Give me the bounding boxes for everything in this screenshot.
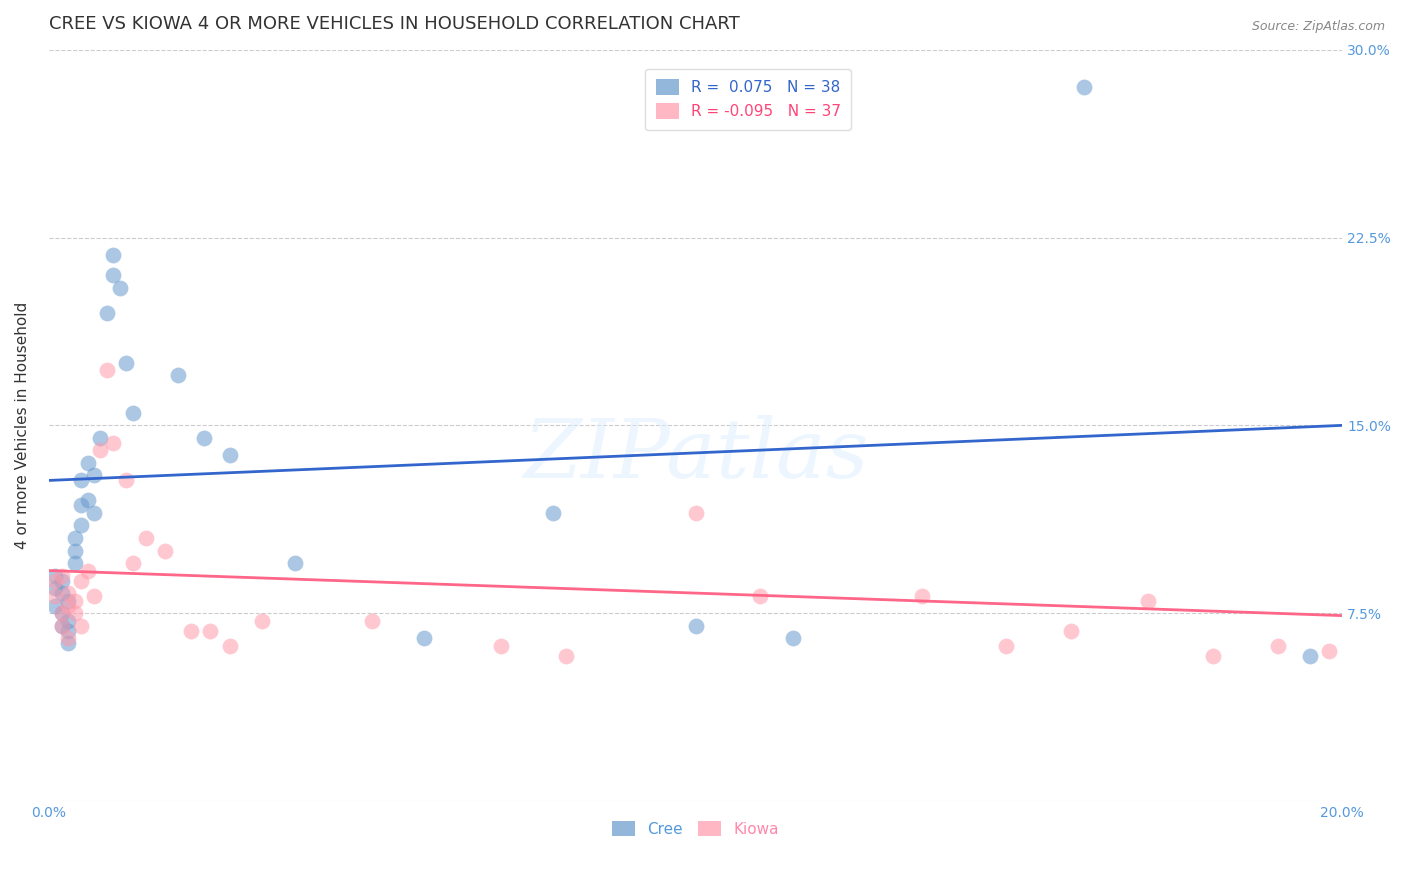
Point [70, 618, 93, 632]
Point [63, 556, 86, 570]
Y-axis label: 4 or more Vehicles in Household: 4 or more Vehicles in Household [15, 301, 30, 549]
Point [115, 356, 138, 370]
Point [76, 456, 98, 470]
Point [51, 586, 73, 600]
Point [44, 574, 66, 588]
Point [153, 543, 176, 558]
Point [167, 368, 190, 383]
Text: ZIPatlas: ZIPatlas [523, 416, 869, 495]
Point [76, 564, 98, 578]
Point [44, 568, 66, 582]
Point [200, 624, 222, 638]
Point [749, 589, 772, 603]
Point [70, 474, 93, 488]
Point [555, 648, 578, 663]
Point [491, 639, 513, 653]
Point [51, 606, 73, 620]
Point [51, 568, 73, 582]
Point [83, 506, 105, 520]
Point [218, 449, 240, 463]
Point [44, 581, 66, 595]
Point [51, 606, 73, 620]
Point [56, 593, 79, 607]
Point [1267, 639, 1289, 653]
Point [1317, 643, 1340, 657]
Point [135, 531, 157, 545]
Point [121, 556, 143, 570]
Point [108, 280, 131, 294]
Point [361, 614, 384, 628]
Point [56, 586, 79, 600]
Point [1137, 593, 1160, 607]
Point [83, 589, 105, 603]
Point [782, 631, 804, 645]
Point [193, 431, 215, 445]
Point [250, 614, 273, 628]
Point [1073, 80, 1095, 95]
Point [44, 589, 66, 603]
Point [63, 531, 86, 545]
Point [103, 268, 125, 282]
Point [44, 599, 66, 613]
Point [103, 248, 125, 262]
Point [685, 618, 707, 632]
Point [115, 474, 138, 488]
Point [1202, 648, 1225, 663]
Point [63, 543, 86, 558]
Point [180, 624, 202, 638]
Point [218, 639, 240, 653]
Point [56, 631, 79, 645]
Point [89, 443, 111, 458]
Point [121, 406, 143, 420]
Point [51, 574, 73, 588]
Point [63, 593, 86, 607]
Point [56, 614, 79, 628]
Legend: Cree, Kiowa: Cree, Kiowa [603, 812, 787, 846]
Point [51, 618, 73, 632]
Point [911, 589, 934, 603]
Point [76, 493, 98, 508]
Point [103, 436, 125, 450]
Point [56, 599, 79, 613]
Point [89, 431, 111, 445]
Point [70, 518, 93, 533]
Point [685, 506, 707, 520]
Point [56, 624, 79, 638]
Point [283, 556, 305, 570]
Point [70, 499, 93, 513]
Point [56, 636, 79, 650]
Point [96, 363, 118, 377]
Point [541, 506, 564, 520]
Point [1059, 624, 1081, 638]
Text: CREE VS KIOWA 4 OR MORE VEHICLES IN HOUSEHOLD CORRELATION CHART: CREE VS KIOWA 4 OR MORE VEHICLES IN HOUS… [49, 15, 740, 33]
Point [51, 618, 73, 632]
Point [83, 468, 105, 483]
Text: Source: ZipAtlas.com: Source: ZipAtlas.com [1251, 20, 1385, 33]
Point [1299, 648, 1322, 663]
Point [70, 574, 93, 588]
Point [96, 306, 118, 320]
Point [412, 631, 434, 645]
Point [63, 606, 86, 620]
Point [994, 639, 1017, 653]
